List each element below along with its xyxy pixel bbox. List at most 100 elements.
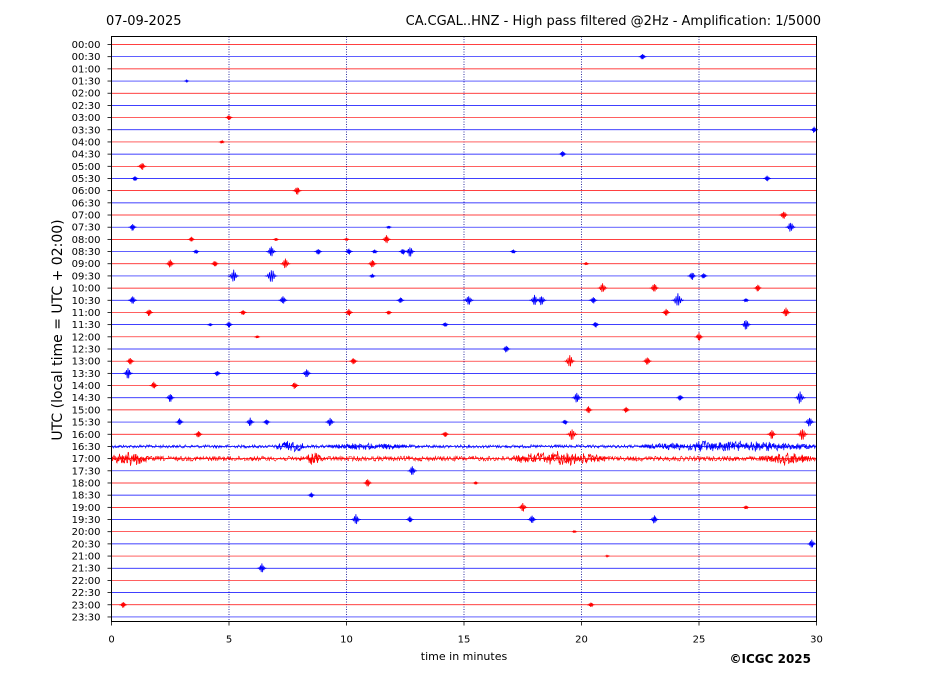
noise-burst bbox=[640, 440, 817, 452]
y-tick-label: 22:00 bbox=[72, 576, 101, 587]
y-tick-label: 07:00 bbox=[72, 211, 101, 222]
y-tick-label: 01:00 bbox=[72, 64, 101, 75]
y-tick-label: 07:30 bbox=[72, 223, 101, 234]
seismic-event bbox=[699, 273, 708, 279]
seismic-event bbox=[571, 392, 582, 403]
y-tick-label: 13:00 bbox=[72, 357, 101, 368]
seismic-event bbox=[278, 296, 288, 304]
seismic-event bbox=[218, 139, 225, 144]
seismic-event bbox=[256, 563, 267, 573]
y-tick-label: 16:00 bbox=[72, 430, 101, 441]
y-tick-label: 00:00 bbox=[72, 40, 101, 51]
y-tick-label: 03:30 bbox=[72, 125, 101, 136]
noise-burst bbox=[327, 442, 408, 451]
seismic-event bbox=[253, 335, 261, 339]
seismic-event bbox=[128, 223, 137, 231]
y-tick-label: 20:00 bbox=[72, 527, 101, 538]
seismic-event bbox=[661, 308, 671, 316]
seismic-event bbox=[404, 247, 415, 257]
x-axis-ticks: 0 5 10 15 20 25 30 bbox=[108, 621, 823, 646]
seismic-event bbox=[753, 284, 762, 292]
seismic-event bbox=[587, 602, 595, 608]
seismic-event bbox=[804, 417, 815, 427]
seismic-event bbox=[213, 371, 222, 377]
seismic-event bbox=[206, 323, 214, 327]
x-tick-label: 10 bbox=[340, 635, 353, 646]
seismic-event bbox=[742, 505, 750, 510]
y-tick-label: 14:30 bbox=[72, 393, 101, 404]
seismic-event bbox=[785, 222, 796, 232]
seismic-event bbox=[165, 259, 175, 268]
seismic-event bbox=[362, 479, 373, 487]
seismic-event bbox=[137, 163, 147, 170]
seismic-event bbox=[264, 270, 278, 282]
seismic-event bbox=[165, 394, 175, 402]
seismic-event bbox=[529, 294, 540, 305]
seismic-event bbox=[638, 53, 647, 60]
noise-burst bbox=[275, 440, 305, 453]
seismic-event bbox=[367, 260, 377, 268]
noise-burst bbox=[759, 452, 810, 466]
seismic-event bbox=[183, 79, 190, 84]
y-tick-label: 19:00 bbox=[72, 503, 101, 514]
date-label: 07-09-2025 bbox=[106, 14, 182, 29]
seismic-event bbox=[763, 175, 772, 182]
seismic-event bbox=[225, 115, 233, 120]
y-tick-label: 09:00 bbox=[72, 259, 101, 270]
seismic-event bbox=[509, 249, 517, 254]
seismic-event bbox=[778, 211, 789, 219]
y-tick-label: 05:30 bbox=[72, 174, 101, 185]
y-tick-label: 20:30 bbox=[72, 539, 101, 550]
seismic-event bbox=[262, 419, 271, 426]
noise-burst bbox=[306, 452, 321, 465]
y-tick-label: 04:00 bbox=[72, 137, 101, 148]
seismic-event bbox=[371, 249, 378, 254]
seismic-event bbox=[642, 357, 652, 365]
x-tick-label: 0 bbox=[108, 635, 114, 646]
y-tick-label: 01:30 bbox=[72, 77, 101, 88]
y-tick-label: 02:30 bbox=[72, 101, 101, 112]
seismic-event bbox=[381, 235, 391, 244]
seismic-event bbox=[396, 297, 405, 303]
y-axis-label: UTC (local time = UTC + 02:00) bbox=[50, 219, 66, 440]
seismic-event bbox=[125, 357, 135, 365]
y-tick-label: 10:00 bbox=[72, 284, 101, 295]
trace-rows bbox=[111, 44, 817, 618]
y-tick-label: 19:30 bbox=[72, 515, 101, 526]
seismic-event bbox=[192, 249, 200, 254]
y-tick-label: 08:00 bbox=[72, 235, 101, 246]
vertical-gridlines bbox=[228, 36, 700, 622]
seismic-event bbox=[149, 381, 158, 389]
seismic-event bbox=[807, 539, 817, 548]
y-tick-label: 10:30 bbox=[72, 296, 101, 307]
seismic-event bbox=[441, 431, 450, 437]
y-tick-label: 12:00 bbox=[72, 332, 101, 343]
seismic-event bbox=[561, 419, 569, 425]
seismic-events bbox=[111, 53, 819, 608]
y-tick-label: 11:00 bbox=[72, 308, 101, 319]
y-tick-label: 02:00 bbox=[72, 89, 101, 100]
seismic-event bbox=[796, 429, 809, 440]
seismic-event bbox=[649, 515, 659, 524]
seismic-event bbox=[368, 273, 376, 279]
y-tick-label: 03:00 bbox=[72, 113, 101, 124]
noise-burst bbox=[510, 450, 606, 467]
y-tick-label: 00:30 bbox=[72, 52, 101, 63]
seismic-event bbox=[649, 284, 660, 292]
seismic-event bbox=[622, 406, 631, 413]
y-tick-label: 05:00 bbox=[72, 162, 101, 173]
y-tick-label: 21:30 bbox=[72, 564, 101, 575]
y-tick-label: 16:30 bbox=[72, 442, 101, 453]
y-tick-label: 15:00 bbox=[72, 405, 101, 416]
seismic-event bbox=[272, 238, 279, 242]
y-tick-label: 06:30 bbox=[72, 198, 101, 209]
seismic-event bbox=[563, 355, 576, 367]
seismic-event bbox=[405, 516, 414, 523]
seismic-event bbox=[265, 246, 277, 257]
seismic-event bbox=[766, 430, 777, 439]
y-tick-label: 18:00 bbox=[72, 478, 101, 489]
y-tick-label: 17:00 bbox=[72, 454, 101, 465]
seismic-event bbox=[301, 369, 312, 378]
